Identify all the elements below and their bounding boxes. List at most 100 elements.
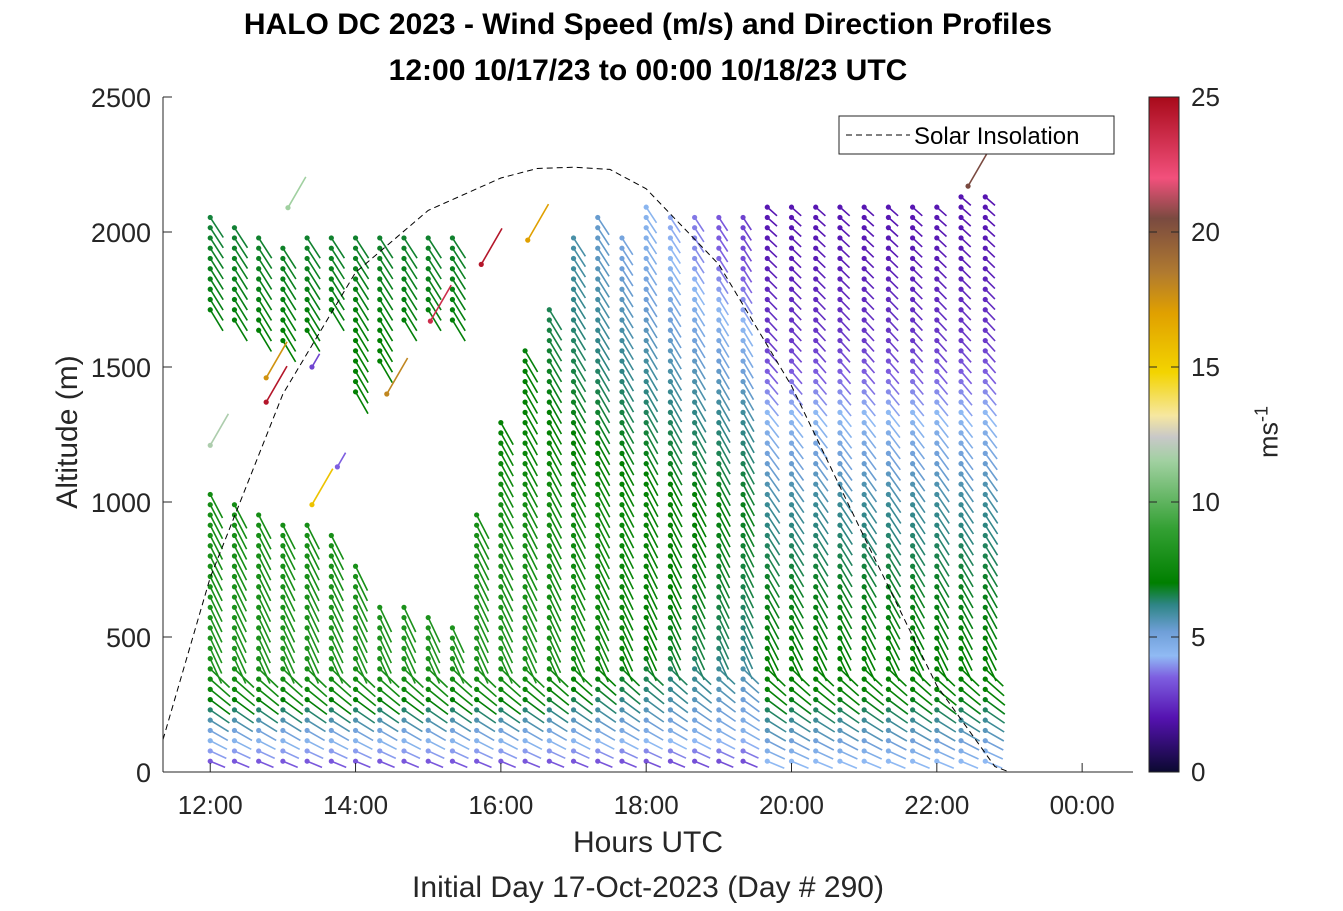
wind-barb-point bbox=[885, 512, 891, 518]
wind-barb-point bbox=[764, 409, 770, 415]
wind-barb-shaft bbox=[790, 658, 804, 682]
wind-barb-point bbox=[861, 461, 867, 467]
wind-barb-point bbox=[958, 697, 964, 703]
wind-barb-shaft bbox=[766, 411, 780, 428]
wind-barb-point bbox=[667, 337, 674, 344]
wind-barb-shaft bbox=[500, 432, 514, 456]
wind-barb-shaft bbox=[403, 288, 418, 311]
wind-barb-point bbox=[982, 440, 988, 446]
wind-barb-point bbox=[813, 317, 819, 323]
wind-barb-point bbox=[982, 194, 988, 200]
wind-barb-point bbox=[231, 225, 238, 231]
wind-barb-shaft bbox=[403, 688, 425, 707]
wind-barb-point bbox=[304, 522, 310, 528]
wind-barb-shaft bbox=[863, 658, 876, 682]
wind-barb-shaft bbox=[645, 360, 658, 381]
wind-barb-shaft bbox=[815, 463, 829, 481]
wind-barb-point bbox=[885, 573, 891, 580]
wind-barb-shaft bbox=[790, 391, 804, 406]
wind-barb-shaft bbox=[984, 627, 998, 651]
wind-barb-point bbox=[570, 358, 577, 364]
wind-barb-point bbox=[546, 522, 552, 528]
wind-barb-shaft bbox=[597, 494, 611, 518]
wind-barb-point bbox=[570, 727, 577, 734]
wind-barb-shaft bbox=[694, 739, 712, 750]
wind-barb-shaft bbox=[791, 698, 812, 715]
wind-barb-point bbox=[256, 686, 262, 692]
wind-barb-shaft bbox=[427, 617, 441, 643]
wind-barb-shaft bbox=[766, 760, 785, 769]
wind-barb-point bbox=[377, 656, 383, 662]
wind-barb-shaft bbox=[548, 453, 563, 477]
wind-barb-point bbox=[619, 409, 625, 415]
wind-barb-point bbox=[304, 717, 310, 723]
wind-barb-shaft bbox=[645, 504, 659, 528]
wind-barb-shaft bbox=[476, 709, 497, 724]
wind-barb-point bbox=[861, 748, 867, 754]
wind-barb-shaft bbox=[693, 309, 706, 327]
wind-barb-shaft bbox=[742, 360, 754, 379]
wind-barb-shaft bbox=[766, 565, 781, 588]
wind-barb-point bbox=[692, 491, 698, 498]
wind-barb-point bbox=[788, 584, 795, 590]
wind-barb-point bbox=[885, 204, 891, 210]
wind-barb-shaft bbox=[500, 606, 514, 633]
wind-barb-point bbox=[740, 635, 746, 641]
wind-barb-point bbox=[280, 337, 286, 344]
wind-barb-point bbox=[716, 686, 722, 692]
wind-barb-shaft bbox=[984, 463, 998, 481]
wind-barb-point bbox=[263, 399, 269, 405]
wind-barb-point bbox=[352, 635, 359, 641]
wind-barb-shaft bbox=[451, 247, 467, 270]
wind-barb-shaft bbox=[887, 719, 908, 733]
wind-barb-point bbox=[910, 276, 916, 282]
wind-barb-shaft bbox=[403, 648, 417, 674]
wind-barb-point bbox=[813, 635, 819, 641]
wind-barb-shaft bbox=[282, 309, 297, 332]
wind-barb-point bbox=[813, 584, 819, 590]
wind-barb-shaft bbox=[306, 278, 321, 301]
wind-barb-shaft bbox=[524, 729, 543, 742]
wind-barb-point bbox=[692, 543, 698, 549]
wind-barb-point bbox=[982, 368, 988, 374]
wind-barb-point bbox=[692, 245, 698, 251]
wind-barb-shaft bbox=[282, 739, 301, 751]
wind-barb-point bbox=[716, 512, 722, 518]
wind-barb-shaft bbox=[597, 648, 610, 673]
wind-barb-shaft bbox=[742, 278, 753, 294]
wind-barb-shaft bbox=[815, 514, 829, 535]
wind-barb-point bbox=[619, 676, 625, 682]
wind-barb-shaft bbox=[233, 698, 255, 716]
wind-barb-point bbox=[716, 450, 722, 456]
wind-barb-point bbox=[304, 317, 310, 323]
wind-barb-point bbox=[837, 378, 843, 385]
wind-barb-shaft bbox=[645, 422, 659, 444]
wind-barb-shaft bbox=[766, 658, 779, 682]
wind-barb-shaft bbox=[863, 565, 877, 588]
wind-barb-shaft bbox=[984, 606, 998, 630]
wind-barb-point bbox=[764, 676, 770, 682]
wind-barb-shaft bbox=[718, 463, 731, 485]
wind-barb-point bbox=[643, 348, 649, 354]
wind-barb-point bbox=[958, 317, 964, 323]
wind-barb-shaft bbox=[645, 514, 659, 538]
wind-barb-point bbox=[570, 666, 577, 672]
colorbar-tick-label: 0 bbox=[1191, 757, 1205, 787]
wind-barb-shaft bbox=[815, 442, 829, 460]
wind-barb-shaft bbox=[791, 729, 811, 742]
wind-barb-shaft bbox=[911, 514, 926, 535]
wind-barb-shaft bbox=[572, 268, 587, 289]
wind-barb-point bbox=[982, 727, 988, 734]
wind-barb-shaft bbox=[863, 647, 876, 671]
wind-barb-shaft bbox=[887, 678, 908, 697]
wind-barb-point bbox=[958, 235, 964, 241]
wind-barb-shaft bbox=[669, 401, 683, 423]
wind-barb-point bbox=[910, 450, 916, 456]
wind-barb-point bbox=[280, 748, 286, 754]
wind-barb-point bbox=[716, 543, 722, 549]
wind-barb-point bbox=[958, 194, 964, 200]
wind-barb-shaft bbox=[379, 688, 401, 707]
wind-barb-point bbox=[643, 368, 649, 374]
wind-barb-point bbox=[910, 502, 916, 508]
wind-barb-point bbox=[207, 553, 213, 559]
